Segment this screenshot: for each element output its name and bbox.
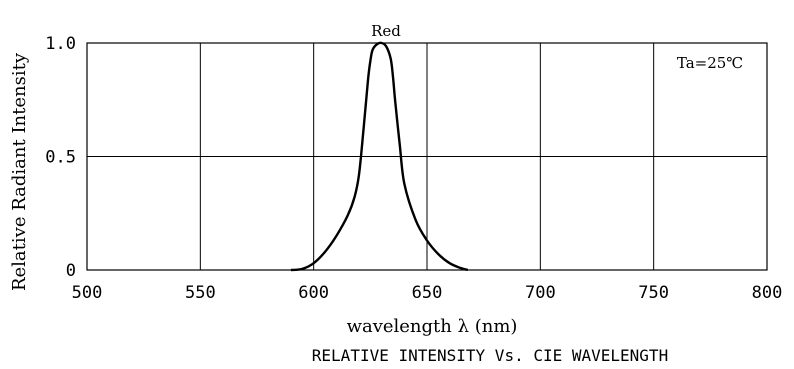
y-axis-label: Relative Radiant Intensity [9,52,30,291]
condition-label: Ta=25℃ [677,54,743,72]
x-tick-label: 800 [752,283,783,303]
x-axis-label: wavelength λ (nm) [347,316,518,337]
x-tick-label: 650 [412,283,443,303]
x-tick-label: 600 [298,283,329,303]
chart-title: RELATIVE INTENSITY Vs. CIE WAVELENGTH [312,346,668,365]
x-tick-label: 550 [185,283,216,303]
x-tick-label: 700 [525,283,556,303]
y-tick-labels: 0 0.5 1.0 [45,34,76,281]
series-label-red: Red [371,22,401,40]
x-tick-label: 750 [638,283,669,303]
series-line-red [290,41,469,272]
x-tick-label: 500 [72,283,103,303]
y-tick-label: 0 [66,261,76,281]
grid [87,43,767,270]
y-tick-label: 1.0 [45,34,76,54]
x-tick-labels: 500 550 600 650 700 750 800 [72,283,783,303]
y-tick-label: 0.5 [45,148,76,168]
